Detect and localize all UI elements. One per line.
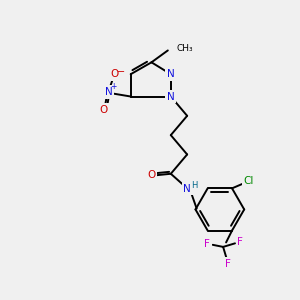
Text: O: O [100, 105, 108, 115]
Text: O: O [110, 69, 118, 79]
Text: Cl: Cl [244, 176, 254, 186]
Text: +: + [111, 82, 117, 91]
Text: N: N [104, 87, 112, 97]
Text: O: O [147, 170, 156, 180]
Text: CH₃: CH₃ [177, 44, 194, 53]
Text: F: F [204, 239, 210, 249]
Text: −: − [117, 67, 125, 77]
Text: N: N [167, 69, 175, 79]
Text: F: F [237, 237, 243, 248]
Text: H: H [191, 181, 198, 190]
Text: F: F [225, 259, 230, 269]
Text: N: N [167, 92, 175, 101]
Text: N: N [183, 184, 191, 194]
